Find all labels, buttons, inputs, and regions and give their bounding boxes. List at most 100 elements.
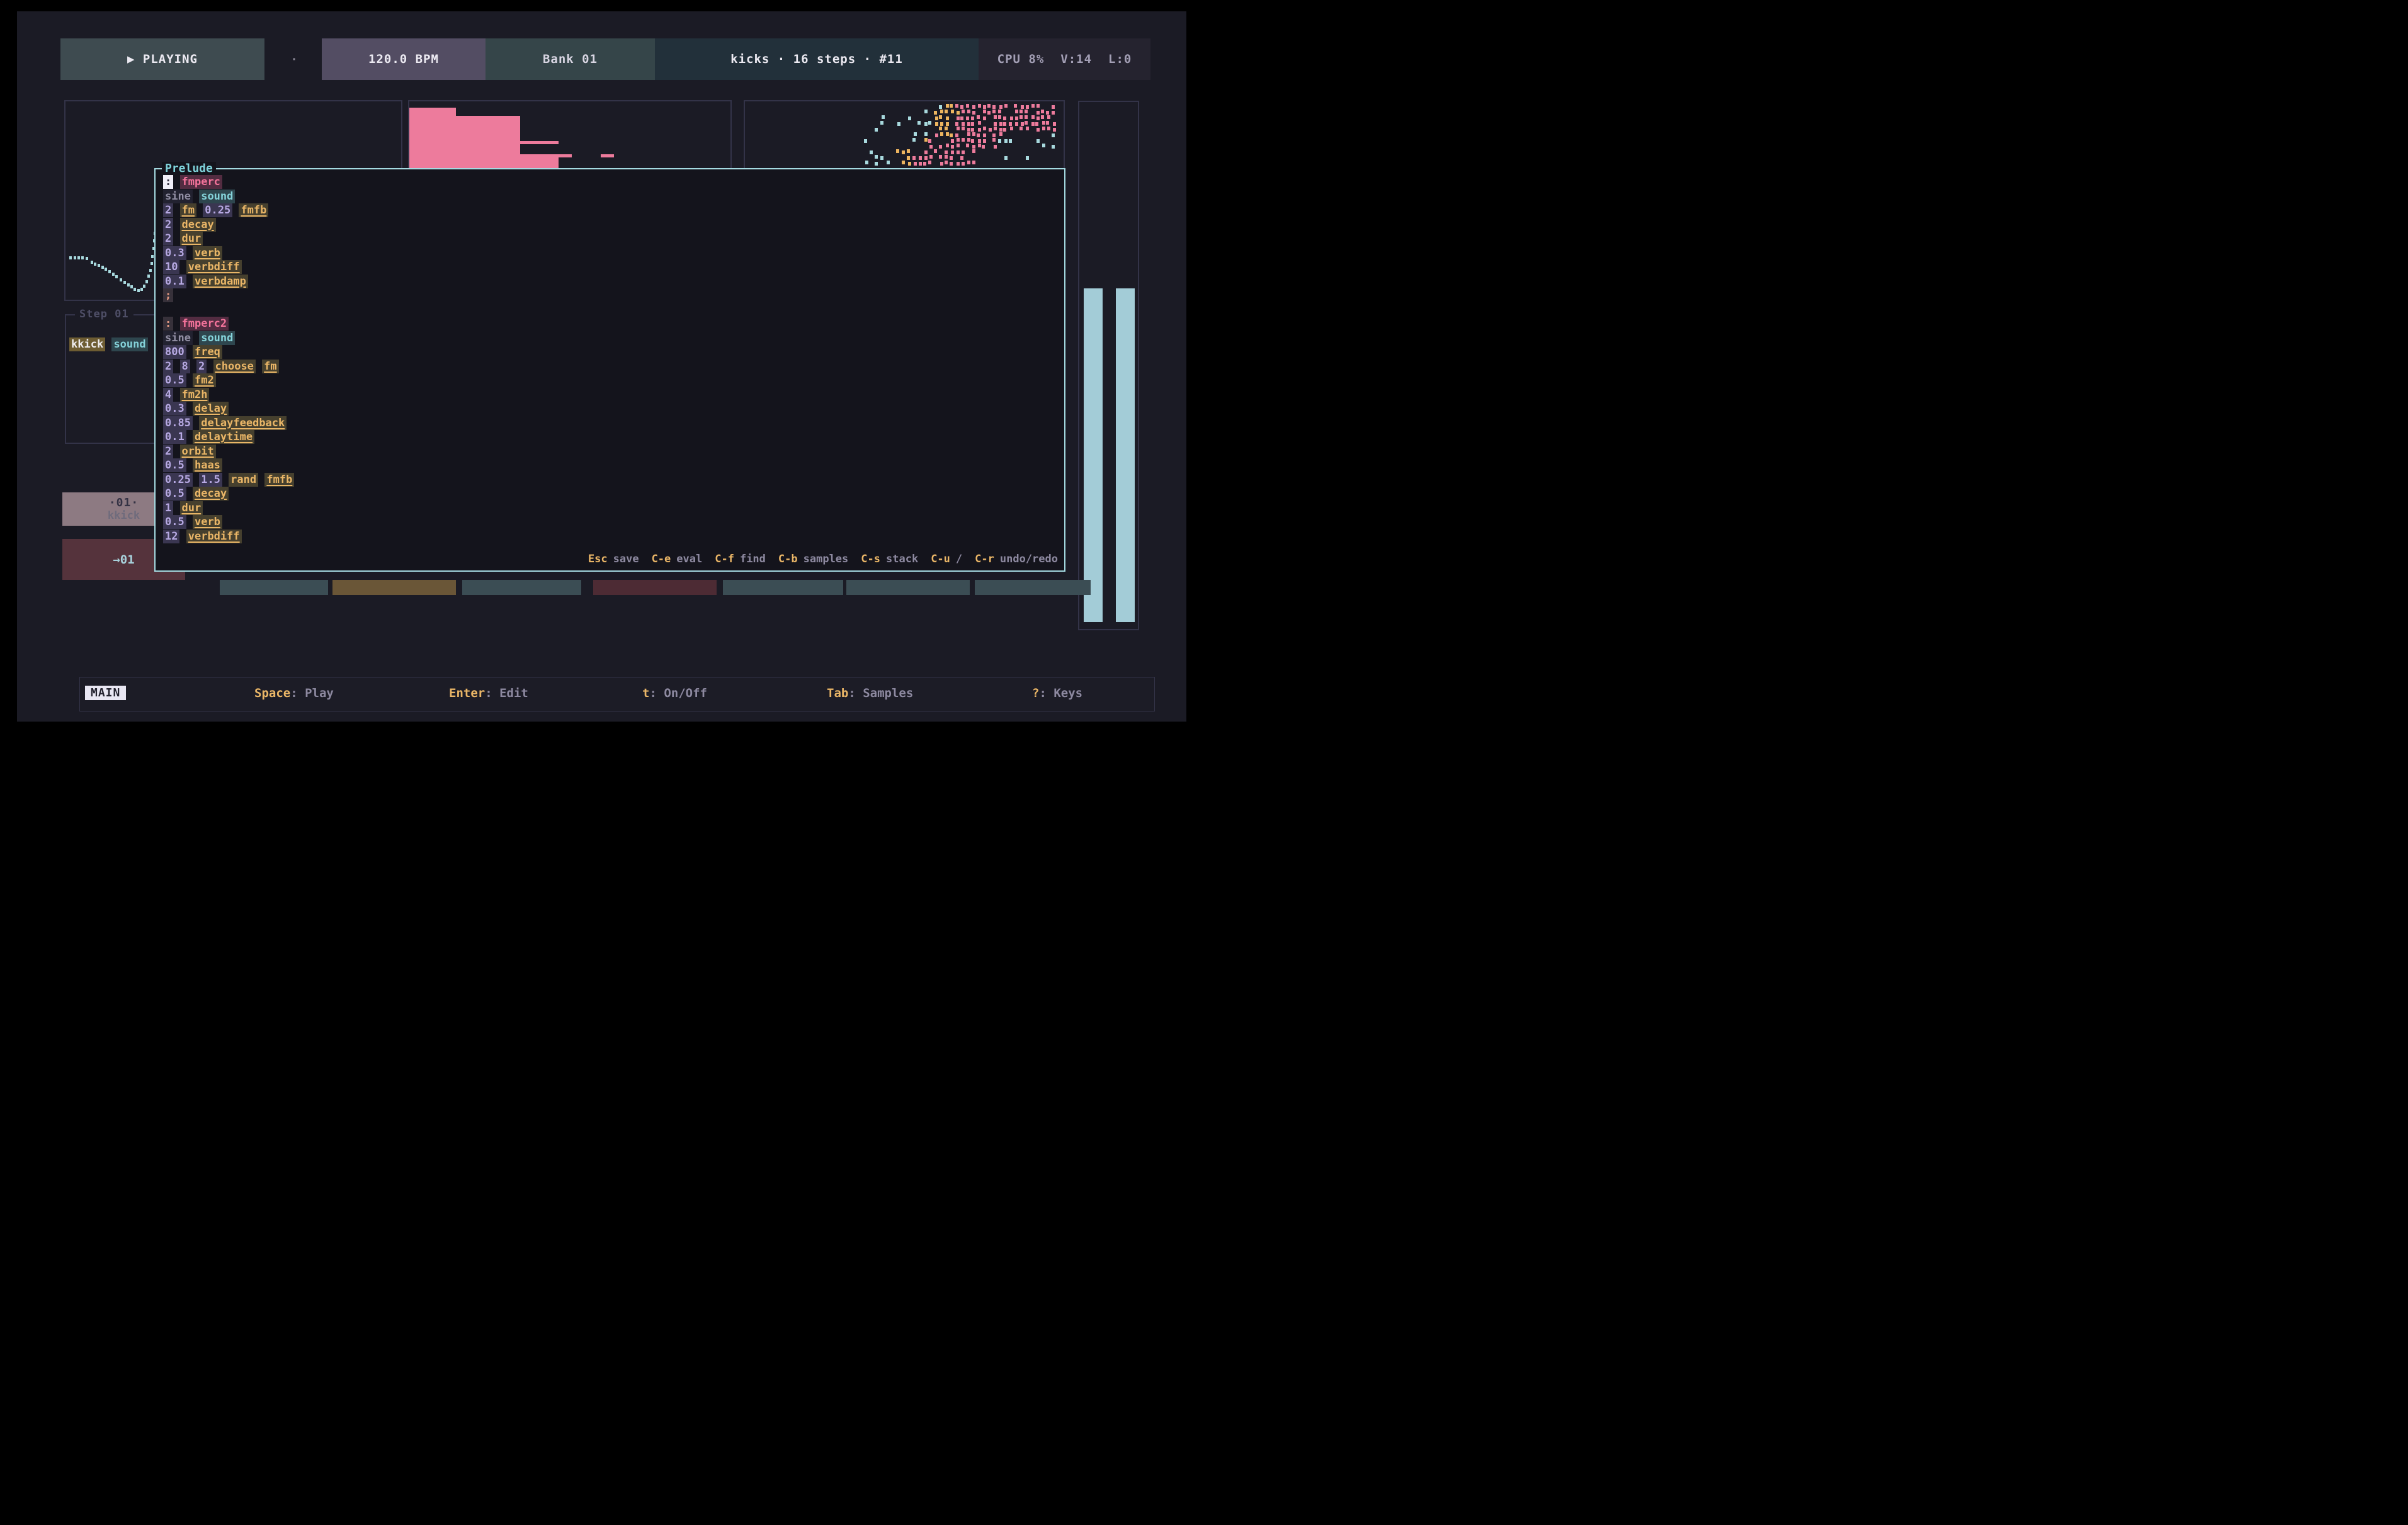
- pattern-strip-teal[interactable]: [220, 580, 328, 595]
- code-token-num[interactable]: 0.5: [163, 515, 186, 529]
- code-token-num[interactable]: 0.5: [163, 487, 186, 501]
- code-token-name[interactable]: fm2h: [179, 387, 210, 402]
- code-line[interactable]: 2 orbit: [163, 444, 294, 459]
- code-token-osc[interactable]: sine: [163, 189, 193, 203]
- code-line[interactable]: 2 decay: [163, 217, 294, 232]
- code-line[interactable]: 0.85 delayfeedback: [163, 416, 294, 431]
- code-token-num[interactable]: 2: [163, 359, 174, 373]
- code-line[interactable]: 0.3 delay: [163, 402, 294, 416]
- code-token-num[interactable]: 800: [163, 345, 186, 359]
- code-line[interactable]: 10 verbdiff: [163, 260, 294, 275]
- code-token-name[interactable]: fm: [179, 203, 196, 217]
- code-token-name[interactable]: fm2: [192, 373, 216, 387]
- editor-code[interactable]: : fmperc sine sound 2 fm 0.25 fmfb 2 decay 2…: [163, 175, 295, 544]
- step-tokens[interactable]: kkick sound 4: [69, 337, 165, 351]
- code-token-name[interactable]: dur: [179, 232, 203, 246]
- code-line[interactable]: [163, 303, 294, 317]
- pattern-strip-maroon[interactable]: [593, 580, 717, 595]
- code-token-fn[interactable]: rand: [229, 472, 259, 487]
- code-token-num[interactable]: 8: [179, 359, 190, 373]
- code-token-num[interactable]: 0.3: [163, 402, 186, 416]
- step-token-kick[interactable]: kkick: [69, 337, 106, 351]
- code-line[interactable]: sine sound: [163, 331, 294, 346]
- transport-status[interactable]: ▶ PLAYING: [60, 38, 264, 80]
- pattern-cell-sound: kkick: [107, 509, 140, 522]
- code-token-name[interactable]: fmfb: [239, 203, 269, 217]
- code-token-name[interactable]: delay: [192, 402, 229, 416]
- code-token-num[interactable]: 0.5: [163, 458, 186, 472]
- code-token-num[interactable]: 10: [163, 260, 180, 274]
- code-token-num[interactable]: 1: [163, 501, 174, 515]
- code-token-num[interactable]: 2: [163, 232, 174, 246]
- code-line[interactable]: 0.5 verb: [163, 515, 294, 530]
- code-token-num[interactable]: 2: [163, 203, 174, 217]
- code-token-name[interactable]: fm: [262, 359, 279, 373]
- bpm-display[interactable]: 120.0 BPM: [322, 38, 486, 80]
- code-token-osc[interactable]: sine: [163, 331, 193, 345]
- code-token-num[interactable]: 2: [196, 359, 207, 373]
- code-line[interactable]: 2 fm 0.25 fmfb: [163, 203, 294, 218]
- code-line[interactable]: 2 dur: [163, 232, 294, 246]
- code-token-def[interactable]: fmperc2: [179, 317, 229, 331]
- code-line[interactable]: : fmperc2: [163, 317, 294, 331]
- code-token-def[interactable]: fmperc: [179, 175, 222, 189]
- pattern-strip-teal[interactable]: [975, 580, 1091, 595]
- code-token-num[interactable]: 0.5: [163, 373, 186, 387]
- code-line[interactable]: 800 freq: [163, 345, 294, 360]
- code-line[interactable]: 0.1 verbdamp: [163, 274, 294, 289]
- code-line[interactable]: 0.3 verb: [163, 246, 294, 261]
- code-token-name[interactable]: choose: [213, 359, 256, 373]
- code-token-num[interactable]: 0.1: [163, 430, 186, 444]
- code-line[interactable]: 0.5 fm2: [163, 373, 294, 388]
- scatter-dot: [951, 145, 954, 149]
- code-token-name[interactable]: dur: [179, 501, 203, 515]
- code-line[interactable]: 0.1 delaytime: [163, 430, 294, 445]
- code-token-num[interactable]: 2: [163, 217, 174, 232]
- prelude-editor[interactable]: Prelude : fmperc sine sound 2 fm 0.25 fmfb…: [154, 162, 1065, 572]
- code-token-num[interactable]: 1.5: [199, 472, 222, 487]
- code-token-punct[interactable]: :: [163, 317, 174, 331]
- step-token-sound[interactable]: sound: [111, 337, 148, 351]
- code-token-sound[interactable]: sound: [199, 331, 236, 345]
- code-line[interactable]: sine sound: [163, 189, 294, 204]
- code-line[interactable]: ;: [163, 288, 294, 303]
- code-token-name[interactable]: verbdiff: [186, 260, 242, 274]
- code-token-name[interactable]: decay: [192, 487, 229, 501]
- code-token-num[interactable]: 0.25: [203, 203, 233, 217]
- pattern-info[interactable]: kicks · 16 steps · #11: [655, 38, 979, 80]
- code-token-name[interactable]: freq: [192, 345, 222, 359]
- code-token-name[interactable]: verb: [192, 515, 222, 529]
- pattern-strip-teal[interactable]: [462, 580, 581, 595]
- code-line[interactable]: 0.5 haas: [163, 458, 294, 473]
- pattern-strip-olive[interactable]: [332, 580, 456, 595]
- code-line[interactable]: 12 verbdiff: [163, 529, 294, 544]
- code-token-name[interactable]: orbit: [179, 444, 216, 458]
- bank-selector[interactable]: Bank 01: [486, 38, 655, 80]
- code-token-num[interactable]: 12: [163, 529, 180, 543]
- code-line[interactable]: 0.5 decay: [163, 487, 294, 501]
- code-token-name[interactable]: delayfeedback: [199, 416, 287, 430]
- code-token-num[interactable]: 0.25: [163, 472, 193, 487]
- code-token-num[interactable]: 0.3: [163, 246, 186, 260]
- code-token-num[interactable]: 0.1: [163, 274, 186, 288]
- code-line[interactable]: : fmperc: [163, 175, 294, 190]
- pattern-strip-teal[interactable]: [846, 580, 970, 595]
- code-token-name[interactable]: verb: [192, 246, 222, 260]
- code-line[interactable]: 4 fm2h: [163, 387, 294, 402]
- code-token-name[interactable]: delaytime: [192, 430, 255, 444]
- code-line[interactable]: 1 dur: [163, 501, 294, 516]
- code-line[interactable]: 2 8 2 choose fm: [163, 359, 294, 374]
- code-token-name[interactable]: haas: [192, 458, 222, 472]
- code-token-num[interactable]: 2: [163, 444, 174, 458]
- code-token-num[interactable]: 4: [163, 387, 174, 402]
- code-token-name[interactable]: fmfb: [264, 472, 295, 487]
- pattern-strip-teal[interactable]: [723, 580, 843, 595]
- code-token-punct[interactable]: ;: [163, 288, 174, 302]
- code-token-sound[interactable]: sound: [199, 189, 236, 203]
- code-token-name[interactable]: verbdamp: [192, 274, 248, 288]
- code-token-name[interactable]: decay: [179, 217, 216, 232]
- code-token-cursor[interactable]: :: [163, 175, 174, 189]
- code-token-num[interactable]: 0.85: [163, 416, 193, 430]
- code-token-name[interactable]: verbdiff: [186, 529, 242, 543]
- code-line[interactable]: 0.25 1.5 rand fmfb: [163, 472, 295, 487]
